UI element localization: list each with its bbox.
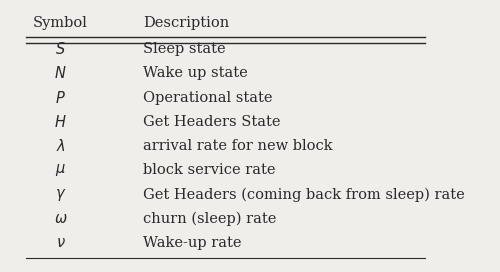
Text: Get Headers State: Get Headers State bbox=[143, 115, 280, 129]
Text: churn (sleep) rate: churn (sleep) rate bbox=[143, 212, 276, 226]
Text: $\omega$: $\omega$ bbox=[54, 212, 68, 226]
Text: block service rate: block service rate bbox=[143, 163, 276, 177]
Text: $S$: $S$ bbox=[55, 41, 66, 57]
Text: Get Headers (coming back from sleep) rate: Get Headers (coming back from sleep) rat… bbox=[143, 187, 464, 202]
Text: $H$: $H$ bbox=[54, 114, 67, 130]
Text: Wake-up rate: Wake-up rate bbox=[143, 236, 242, 250]
Text: $\lambda$: $\lambda$ bbox=[56, 138, 66, 154]
Text: Symbol: Symbol bbox=[33, 16, 88, 30]
Text: Wake up state: Wake up state bbox=[143, 66, 248, 80]
Text: $\mu$: $\mu$ bbox=[55, 162, 66, 178]
Text: arrival rate for new block: arrival rate for new block bbox=[143, 139, 332, 153]
Text: Description: Description bbox=[143, 16, 229, 30]
Text: $\nu$: $\nu$ bbox=[56, 236, 66, 250]
Text: Sleep state: Sleep state bbox=[143, 42, 226, 56]
Text: $P$: $P$ bbox=[55, 89, 66, 106]
Text: $N$: $N$ bbox=[54, 65, 67, 81]
Text: Operational state: Operational state bbox=[143, 91, 272, 104]
Text: $\gamma$: $\gamma$ bbox=[55, 187, 66, 203]
